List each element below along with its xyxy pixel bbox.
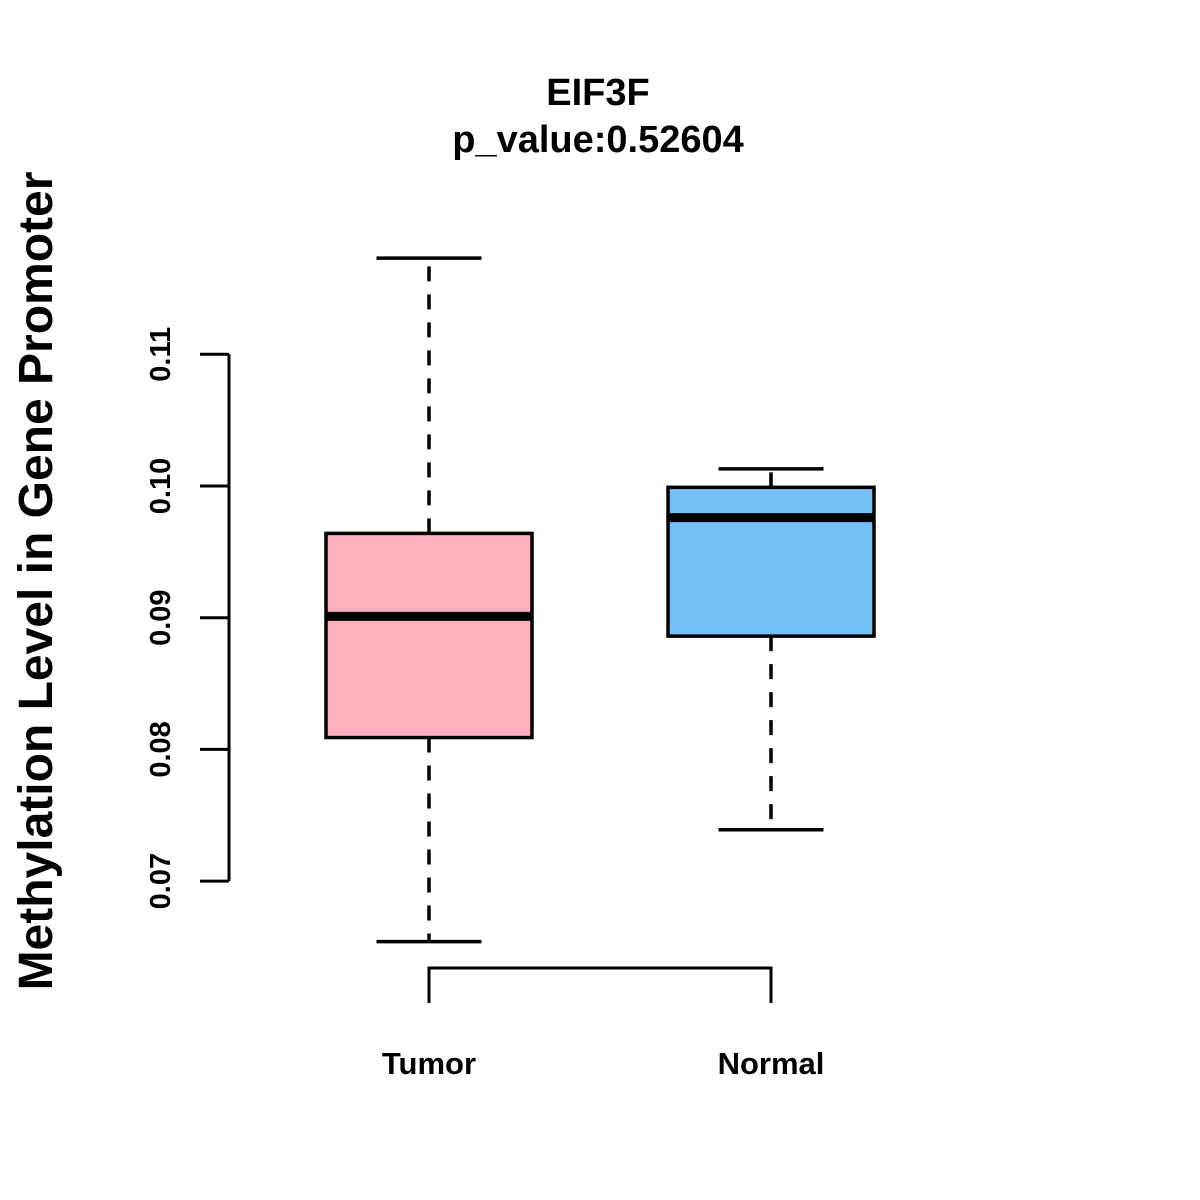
normal-box [666,485,876,638]
y-axis-tick-label: 0.09 [145,589,177,645]
x-axis-bracket [427,966,773,1003]
y-axis-tick-label: 0.11 [145,327,177,382]
tumor-box [324,531,534,740]
chart-subtitle: p_value:0.52604 [452,119,744,161]
x-axis-label-normal: Normal [718,1046,825,1081]
x-axis-label-tumor: Tumor [382,1046,476,1081]
y-axis-tick-label: 0.10 [145,458,177,514]
chart-title: EIF3F [546,72,650,114]
y-axis-tick-label: 0.08 [145,721,177,777]
chart-title-block: EIF3F p_value:0.52604 [0,70,1196,164]
y-axis-title: Methylation Level in Gene Promoter [10,172,63,991]
y-axis-tick-label: 0.07 [145,853,177,909]
